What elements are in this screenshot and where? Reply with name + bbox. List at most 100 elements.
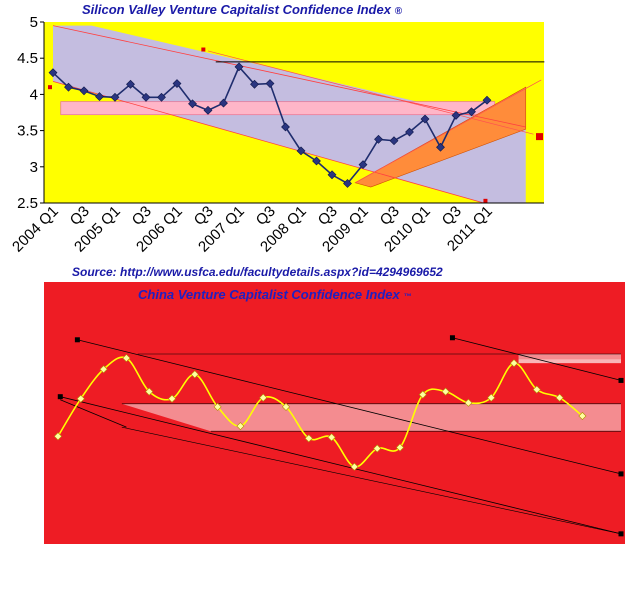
sv-data-point — [482, 95, 492, 105]
china-x-tick-label: Q4 — [366, 550, 384, 568]
china-data-point — [76, 394, 85, 403]
china-trend-middle — [60, 396, 622, 535]
china-data-point — [304, 434, 313, 443]
sv-red-marker — [483, 198, 488, 203]
sv-data-point — [219, 98, 228, 108]
china-x-tick-label: Q3 — [252, 550, 270, 568]
china-x-tick-label: Q3 — [343, 550, 361, 568]
china-data-point — [327, 433, 336, 442]
china-series-points — [53, 354, 587, 471]
sv-red-marker — [536, 133, 543, 141]
sv-data-point — [451, 110, 461, 120]
china-x-tick-label: 2005 Q2 — [29, 550, 64, 585]
china-data-point — [236, 422, 245, 431]
china-data-point — [190, 370, 199, 379]
sv-y-tick-label: 2.5 — [17, 195, 38, 212]
sv-y-tick-label: 5 — [30, 14, 38, 31]
china-title: China Venture Capitalist Confidence Inde… — [138, 287, 411, 302]
china-black-marker — [618, 471, 624, 477]
sv-data-point — [157, 92, 166, 102]
sv-down-trend-upper — [52, 25, 526, 128]
china-x-tick-label: Q2 — [229, 550, 247, 568]
china-data-point — [464, 398, 473, 407]
china-data-point — [350, 462, 359, 471]
sv-data-point — [95, 92, 104, 101]
sv-data-point — [250, 79, 259, 89]
china-trend-recent — [452, 337, 622, 381]
china-data-point — [532, 385, 541, 394]
sv-data-point — [110, 92, 120, 102]
china-black-marker — [618, 377, 624, 383]
china-data-point — [395, 443, 405, 452]
china-black-marker — [74, 337, 80, 343]
sv-data-point — [389, 136, 399, 146]
china-black-marker — [57, 394, 63, 400]
sv-diag-trend — [207, 50, 534, 135]
sv-data-point — [203, 105, 213, 115]
sv-data-point — [126, 79, 135, 89]
sv-y-tick-label: 4.5 — [17, 50, 38, 67]
china-y-tick-labels: 5.00 4.50 4.00 3.50 3.00 2.50 — [2, 286, 28, 552]
sv-data-point — [436, 142, 445, 152]
china-trend-lower-diag — [121, 426, 622, 535]
sv-source: Source: http://www.usfca.edu/facultydeta… — [72, 265, 443, 279]
china-x-tick-label: Q2 — [412, 550, 430, 568]
china-x-tick-label: Q2 — [138, 550, 156, 568]
china-trend-upper — [77, 339, 622, 475]
sv-data-point — [281, 122, 290, 132]
sv-data-point — [172, 79, 182, 88]
sv-data-point — [141, 92, 151, 102]
sv-data-point — [188, 99, 197, 109]
sv-data-point — [420, 114, 430, 124]
china-y-tick-label: 4.00 — [2, 388, 28, 400]
sv-data-point — [405, 127, 414, 137]
china-x-tick-label: Q4 — [457, 550, 475, 568]
china-chart: 5.004.504.003.503.002.50 2005 Q2 Q3 Q42006… — [2, 282, 625, 585]
sv-down-trend-lower — [52, 80, 485, 204]
sv-data-point — [467, 107, 476, 117]
china-x-tick-label: Q4 — [275, 550, 293, 568]
china-x-tick-label: Q4 — [549, 550, 567, 568]
china-y-tick-label: 3.00 — [2, 489, 28, 501]
china-black-marker — [618, 531, 624, 537]
china-trend-lower — [60, 399, 127, 428]
sv-red-marker — [201, 47, 206, 52]
china-x-tick-label: Q4 — [184, 550, 202, 568]
sv-red-marker — [48, 85, 52, 90]
china-upper-band — [518, 354, 621, 360]
sv-y-tick-label: 3.5 — [17, 123, 38, 140]
china-data-point — [441, 387, 450, 396]
sv-y-tick-label: 4 — [30, 86, 38, 103]
sv-data-point — [343, 179, 352, 188]
sv-y-tick-label: 3 — [30, 159, 38, 176]
china-y-tick-label: 5.00 — [2, 286, 28, 298]
china-upper-band-lower — [518, 359, 621, 364]
china-x-tick-label: Q2 — [503, 550, 521, 568]
china-y-tick-label: 2.50 — [2, 540, 28, 552]
sv-data-point — [234, 62, 244, 72]
china-x-tick-label: Q3 — [435, 550, 453, 568]
china-data-point — [578, 411, 587, 421]
china-data-point — [99, 365, 108, 374]
china-x-tick-label: Q3 — [70, 550, 88, 568]
sv-data-point — [48, 68, 58, 78]
china-y-tick-label: 3.50 — [2, 438, 28, 450]
china-data-point — [145, 387, 154, 396]
china-data-point — [53, 432, 63, 441]
sv-data-point — [358, 160, 368, 170]
china-data-point — [213, 402, 222, 411]
sv-data-point — [374, 134, 383, 144]
china-data-point — [509, 359, 519, 368]
sv-series-points — [48, 62, 492, 188]
sv-data-point — [79, 86, 89, 96]
china-black-marker — [449, 335, 455, 341]
china-data-point — [281, 402, 291, 411]
china-series-line — [57, 356, 583, 468]
china-data-point — [122, 354, 131, 363]
sv-data-point — [327, 170, 337, 180]
china-data-point — [167, 394, 177, 403]
china-decorations — [57, 335, 624, 537]
